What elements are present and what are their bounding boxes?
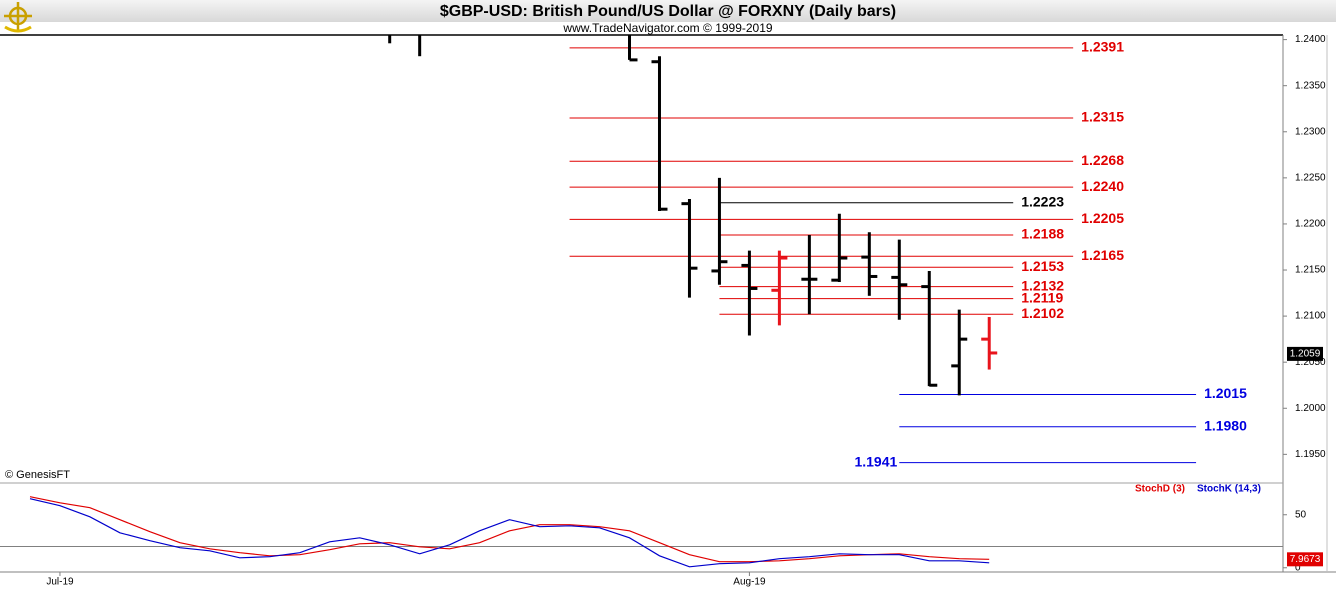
legend-label: StochD (3) (1135, 484, 1185, 495)
chart-subtitle: www.TradeNavigator.com © 1999-2019 (562, 21, 772, 35)
y-tick-label: 1.2300 (1295, 126, 1326, 137)
level-label: 1.2205 (1081, 210, 1124, 226)
level-label: 1.2165 (1081, 247, 1124, 263)
y-tick-label: 0 (1295, 562, 1301, 573)
stoch-plot (0, 496, 1283, 568)
x-tick-label: Jul-19 (46, 577, 74, 588)
y-tick-label: 50 (1295, 509, 1307, 520)
level-label: 1.1980 (1204, 417, 1247, 433)
y-tick-label: 1.2000 (1295, 403, 1326, 414)
level-label: 1.2315 (1081, 109, 1124, 125)
level-label: 1.2102 (1021, 305, 1064, 321)
chart-title: $GBP-USD: British Pound/US Dollar @ FORX… (440, 3, 896, 20)
y-tick-label: 1.2250 (1295, 172, 1326, 183)
level-label: 1.2132 (1021, 277, 1064, 293)
level-label: 1.2015 (1204, 385, 1247, 401)
last-price-box (1287, 346, 1323, 361)
level-label: 1.2268 (1081, 152, 1124, 168)
level-label: 1.2153 (1021, 258, 1064, 274)
last-value-box (1287, 552, 1323, 567)
title-bar (0, 0, 1336, 22)
level-label: 1.2119 (1021, 289, 1063, 305)
y-tick-label: 1.2150 (1295, 265, 1326, 276)
y-tick-label: 1.2400 (1295, 34, 1326, 45)
y-tick-label: 1.2200 (1295, 219, 1326, 230)
y-tick-label: 1.1950 (1295, 449, 1326, 460)
x-tick-label: Aug-19 (733, 577, 766, 588)
stoch-line (29, 498, 990, 568)
level-label: 1.2223 (1021, 193, 1064, 209)
price-plot (388, 35, 1197, 464)
y-tick-label: 1.2050 (1295, 357, 1326, 368)
last-value-label: 7.9673 (1290, 554, 1321, 565)
level-label: 1.2391 (1081, 39, 1124, 55)
logo (4, 2, 32, 33)
level-label: 1.2188 (1021, 226, 1064, 242)
y-tick-label: 1.2350 (1295, 80, 1326, 91)
legend-label: StochK (14,3) (1197, 484, 1261, 495)
source-note: © GenesisFT (5, 469, 70, 481)
level-label: 1.2240 (1081, 178, 1124, 194)
y-tick-label: 1.2100 (1295, 311, 1326, 322)
stoch-line (29, 496, 990, 563)
last-price-label: 1.2059 (1290, 349, 1321, 360)
level-label: 1.1941 (854, 453, 897, 469)
